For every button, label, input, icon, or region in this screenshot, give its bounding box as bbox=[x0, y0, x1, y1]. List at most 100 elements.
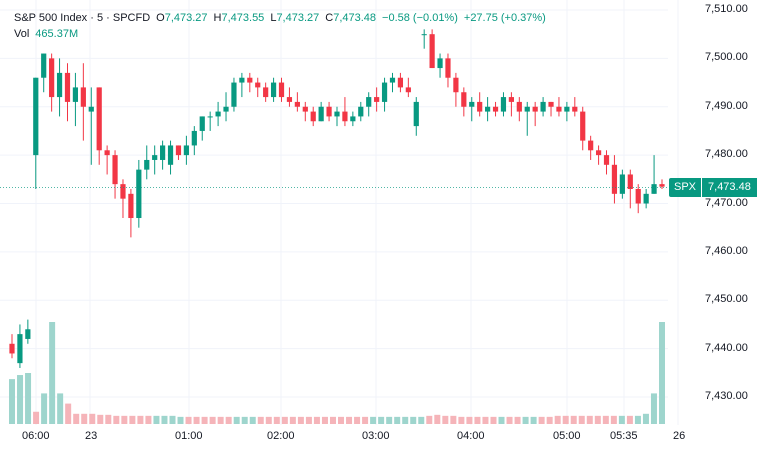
open-value: 7,473.27 bbox=[164, 12, 208, 24]
candle bbox=[342, 97, 348, 127]
candle bbox=[41, 53, 47, 93]
candle bbox=[453, 72, 459, 107]
candle bbox=[588, 135, 594, 160]
volume-bar bbox=[9, 379, 15, 424]
candle bbox=[429, 29, 435, 69]
volume-bar bbox=[562, 415, 569, 424]
candle bbox=[437, 53, 443, 78]
volume-bar bbox=[546, 416, 553, 424]
candle bbox=[500, 92, 507, 117]
volume-bar bbox=[498, 416, 505, 424]
volume-bar bbox=[626, 415, 633, 424]
time-tick-label: 03:00 bbox=[362, 430, 390, 442]
volume-bar bbox=[65, 403, 72, 424]
candle bbox=[374, 87, 380, 112]
volume-bar bbox=[33, 411, 40, 424]
volume-bar bbox=[426, 415, 433, 424]
volume-bar bbox=[442, 415, 449, 424]
candle bbox=[17, 324, 23, 368]
volume-value: 465.37M bbox=[35, 28, 79, 40]
volume-bar bbox=[610, 415, 617, 424]
volume-bar bbox=[281, 416, 288, 424]
last-price-value: 7,473.48 bbox=[701, 178, 757, 197]
volume-bar bbox=[402, 416, 409, 424]
volume-bar bbox=[225, 416, 232, 424]
candle bbox=[175, 145, 182, 160]
high-key: H bbox=[213, 12, 222, 24]
volume-bar bbox=[193, 416, 200, 424]
volume-bar bbox=[249, 416, 256, 424]
volume-bar bbox=[297, 416, 304, 424]
volume-bar bbox=[265, 416, 272, 424]
time-tick-label: 04:00 bbox=[457, 430, 485, 442]
price-tick-label: 7,440.00 bbox=[705, 341, 748, 354]
price-candles bbox=[9, 29, 665, 368]
volume-bars bbox=[9, 322, 665, 424]
last-price-symbol: SPX bbox=[669, 178, 702, 197]
candle bbox=[64, 63, 71, 122]
volume-bar bbox=[514, 416, 521, 424]
volume-bar bbox=[105, 414, 112, 424]
candle bbox=[445, 53, 451, 88]
candle bbox=[477, 92, 483, 117]
candle bbox=[128, 188, 134, 238]
candle bbox=[191, 126, 197, 156]
volume-bar bbox=[97, 414, 104, 424]
volume-key: Vol bbox=[14, 28, 30, 40]
volume-bar bbox=[49, 322, 56, 424]
candle bbox=[286, 87, 293, 107]
candle bbox=[381, 77, 388, 112]
candle bbox=[104, 145, 110, 175]
candle bbox=[405, 77, 411, 98]
volume-bar bbox=[370, 416, 377, 424]
candle bbox=[239, 72, 245, 98]
volume-bar bbox=[602, 415, 609, 424]
volume-bar bbox=[313, 416, 320, 424]
volume-bar bbox=[474, 416, 481, 424]
candle bbox=[263, 82, 269, 102]
candle bbox=[207, 111, 213, 131]
volume-bar bbox=[538, 416, 545, 424]
high-value: 7,473.55 bbox=[221, 12, 265, 24]
candle bbox=[635, 184, 641, 214]
volume-bar bbox=[482, 416, 489, 424]
volume-bar bbox=[329, 416, 336, 424]
candle bbox=[318, 101, 324, 122]
candle bbox=[572, 97, 578, 117]
candle bbox=[25, 319, 31, 344]
candle bbox=[524, 101, 530, 136]
close-value: 7,473.48 bbox=[333, 12, 377, 24]
time-tick-label: 26 bbox=[673, 430, 686, 442]
volume-bar bbox=[618, 415, 625, 424]
candle bbox=[183, 135, 189, 165]
volume-bar bbox=[522, 416, 529, 424]
volume-bar bbox=[634, 415, 641, 424]
candle bbox=[564, 101, 570, 122]
volume-bar bbox=[321, 416, 328, 424]
candle bbox=[270, 77, 277, 102]
price-tick-label: 7,460.00 bbox=[705, 244, 748, 257]
volume-bar bbox=[57, 393, 64, 424]
volume-bar bbox=[73, 413, 80, 424]
candle bbox=[144, 145, 150, 180]
candle bbox=[294, 92, 300, 112]
candle bbox=[627, 169, 633, 209]
candle bbox=[389, 72, 396, 93]
candle bbox=[461, 87, 467, 117]
symbol-label: S&P 500 Index · 5 · SPCFD bbox=[14, 12, 151, 24]
time-tick-label: 02:00 bbox=[267, 430, 295, 442]
candle bbox=[643, 188, 649, 209]
price-tick-label: 7,470.00 bbox=[705, 196, 748, 209]
last-price-tag: SPX 7,473.48 bbox=[669, 178, 757, 197]
time-tick-label: 06:00 bbox=[22, 430, 50, 442]
volume-bar bbox=[145, 415, 152, 424]
time-tick-label: 23 bbox=[85, 430, 98, 442]
volume-bar bbox=[554, 415, 561, 424]
close-key: C bbox=[325, 12, 334, 24]
chart-legend: S&P 500 Index · 5 · SPCFD O7,473.27 H7,4… bbox=[14, 10, 546, 42]
candle bbox=[80, 63, 86, 141]
volume-bar bbox=[233, 416, 240, 424]
candle bbox=[651, 155, 657, 194]
volume-bar bbox=[570, 415, 577, 424]
